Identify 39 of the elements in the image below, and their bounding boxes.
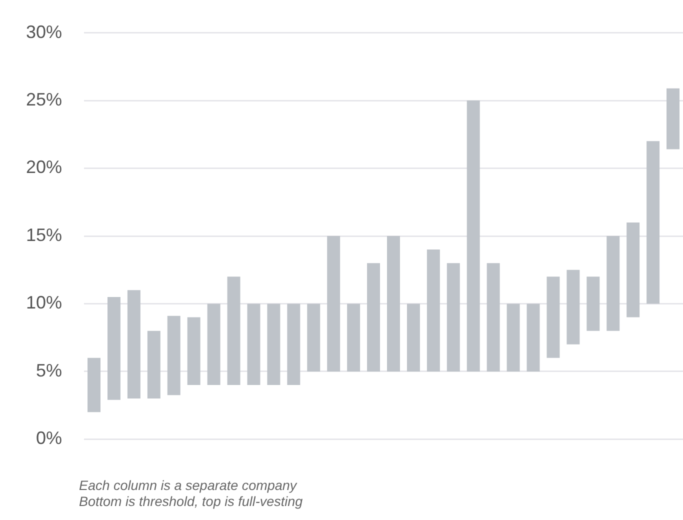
- y-tick-label: 5%: [36, 360, 62, 380]
- bar: [167, 316, 180, 396]
- bar: [626, 222, 640, 318]
- bar: [147, 330, 160, 399]
- bar: [406, 304, 420, 372]
- y-tick-label: 10%: [26, 292, 62, 313]
- bar: [227, 276, 240, 386]
- y-tick-label: 20%: [26, 157, 62, 178]
- bar: [347, 304, 360, 372]
- bar: [187, 317, 200, 386]
- bar: [327, 236, 340, 372]
- bar: [606, 236, 620, 331]
- y-tick-label: 25%: [26, 90, 62, 110]
- bar: [446, 263, 460, 372]
- bar: [426, 250, 440, 372]
- bar: [486, 263, 500, 372]
- bar: [267, 304, 280, 386]
- y-tick-label: 0%: [36, 428, 62, 448]
- bar: [666, 88, 680, 150]
- text: Bottom is threshold, top is full-vesting: [79, 494, 303, 510]
- bar: [466, 100, 480, 372]
- bar: [88, 358, 100, 412]
- bar: [307, 304, 320, 372]
- y-tick-label: 30%: [26, 22, 62, 42]
- bar: [207, 304, 220, 386]
- text: Each column is a separate company: [79, 478, 298, 494]
- bar: [546, 276, 560, 358]
- bar: [646, 141, 660, 304]
- bar: [127, 290, 140, 399]
- bar: [387, 236, 400, 372]
- bar: [247, 304, 260, 386]
- bar: [586, 276, 600, 331]
- bar: [367, 263, 380, 372]
- bar: [526, 304, 540, 372]
- bar: [107, 296, 120, 400]
- bar: [566, 270, 580, 344]
- bar: [287, 304, 300, 386]
- bar: [506, 304, 520, 372]
- y-tick-label: 15%: [26, 224, 62, 245]
